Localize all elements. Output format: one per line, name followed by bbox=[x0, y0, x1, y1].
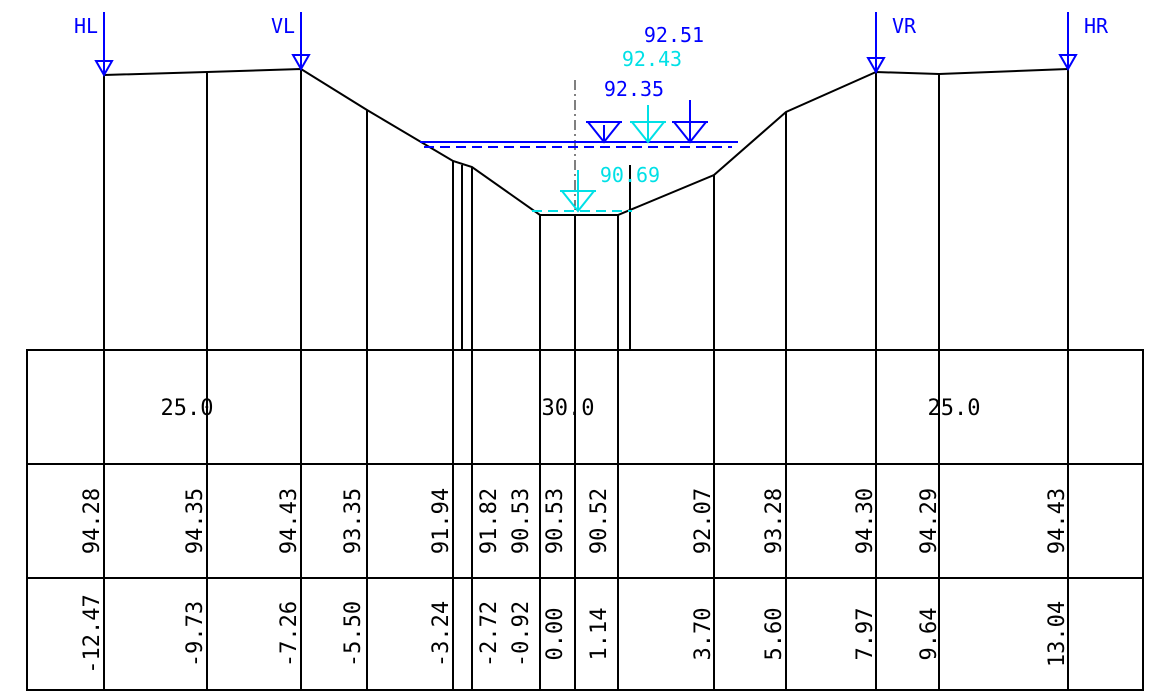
elevation-value-label: 94.29 bbox=[917, 488, 942, 554]
marker-label: HL bbox=[74, 14, 98, 38]
elevation-value-label: 91.94 bbox=[429, 488, 454, 554]
segment-label-right: 25.0 bbox=[928, 396, 981, 421]
table-value-labels-layer: 94.28 94.35 94.43 93.35 91.94 91.82 90.53 90.53… bbox=[80, 488, 1070, 674]
water-level-label: 92.51 bbox=[644, 23, 704, 47]
station-value-label: -2.72 bbox=[477, 601, 502, 667]
elevation-value-label: 94.43 bbox=[277, 488, 302, 554]
elevation-value-label: 93.35 bbox=[341, 488, 366, 554]
segment-label-left: 25.0 bbox=[161, 396, 214, 421]
station-value-label: 0.00 bbox=[543, 608, 568, 661]
station-value-label: 3.70 bbox=[691, 608, 716, 661]
elevation-value-label: 93.28 bbox=[762, 488, 787, 554]
segment-labels: 25.0 30.0 25.0 bbox=[161, 396, 981, 421]
elevation-value-label: 90.53 bbox=[509, 488, 534, 554]
table-border bbox=[26, 349, 1144, 691]
vertical-lines-layer bbox=[103, 69, 1069, 690]
marker-arrow-icon bbox=[94, 60, 114, 78]
station-value-label: 5.60 bbox=[762, 608, 787, 661]
marker-arrow-icon bbox=[866, 57, 886, 75]
boundary-markers-layer: HL VL VR HR bbox=[74, 12, 1109, 78]
elevation-value-label: 90.52 bbox=[587, 488, 612, 554]
marker-arrow-icon bbox=[1058, 54, 1078, 72]
station-value-label: -9.73 bbox=[183, 601, 208, 667]
ground-profile-line bbox=[103, 67, 1069, 216]
elevation-value-label: 94.30 bbox=[853, 488, 878, 554]
station-value-label: -5.50 bbox=[341, 601, 366, 667]
water-level-label: 92.35 bbox=[604, 77, 664, 101]
station-value-label: 7.97 bbox=[853, 608, 878, 661]
water-level-label: 90.69 bbox=[600, 163, 660, 187]
data-table bbox=[26, 349, 1144, 691]
station-value-label: 9.64 bbox=[917, 608, 942, 661]
marker-label: VL bbox=[271, 14, 295, 38]
elevation-value-label: 94.35 bbox=[183, 488, 208, 554]
profile-layer bbox=[103, 67, 1069, 216]
marker-arrow-icon bbox=[291, 54, 311, 72]
elevation-value-label: 94.28 bbox=[80, 488, 105, 554]
station-value-label: -0.92 bbox=[509, 601, 534, 667]
elevation-value-label: 91.82 bbox=[477, 488, 502, 554]
segment-label-middle: 30.0 bbox=[542, 396, 595, 421]
station-value-label: 1.14 bbox=[587, 608, 612, 661]
marker-label: HR bbox=[1084, 14, 1109, 38]
marker-label: VR bbox=[892, 14, 917, 38]
elevation-value-label: 94.43 bbox=[1045, 488, 1070, 554]
station-value-label: -7.26 bbox=[277, 601, 302, 667]
station-value-label: -3.24 bbox=[429, 601, 454, 667]
elevation-value-label: 90.53 bbox=[543, 488, 568, 554]
station-value-label: -12.47 bbox=[80, 594, 105, 673]
water-level-label: 92.43 bbox=[622, 47, 682, 71]
station-value-label: 13.04 bbox=[1045, 601, 1070, 667]
elevation-value-label: 92.07 bbox=[691, 488, 716, 554]
